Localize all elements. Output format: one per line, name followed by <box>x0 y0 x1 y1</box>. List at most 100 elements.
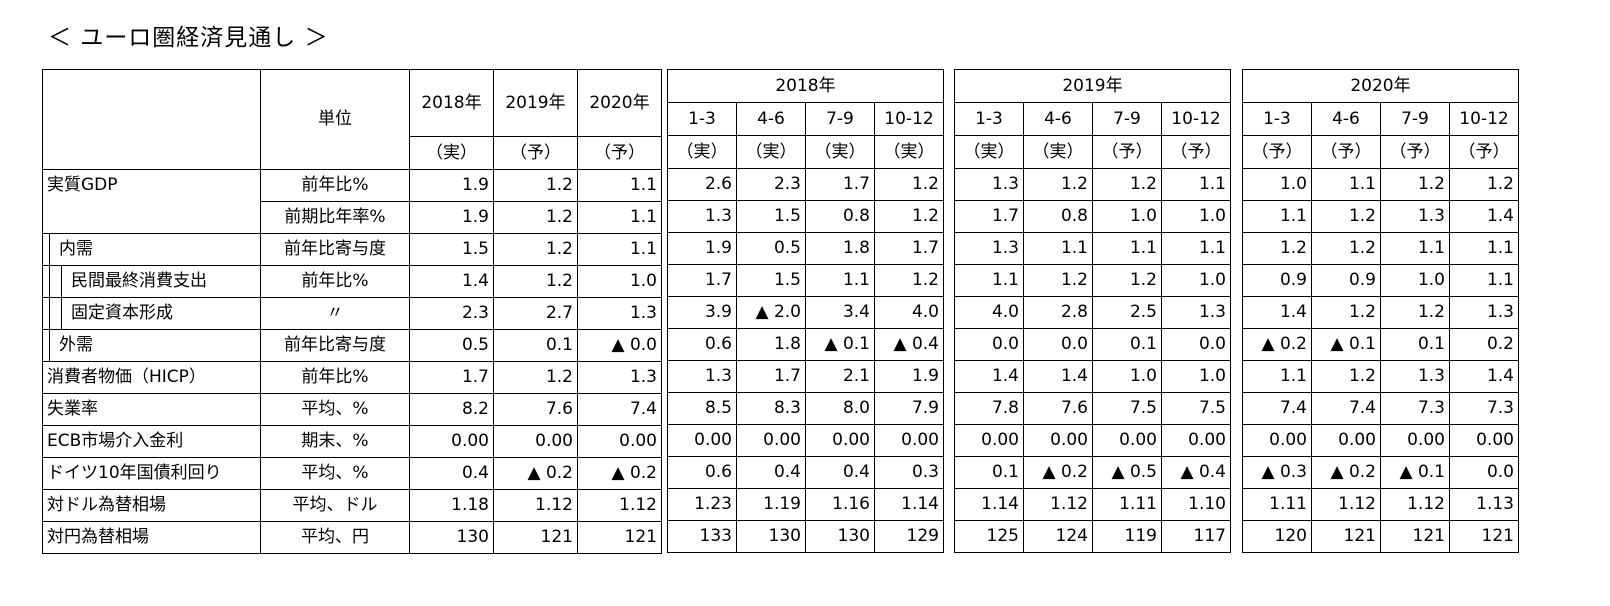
annual-value-cell: 121 <box>493 521 578 554</box>
annual-value-cell: 1.12 <box>493 489 578 522</box>
quarter-value-cell: 0.00 <box>667 424 737 457</box>
quarter-value-cell: 0.9 <box>1242 264 1312 297</box>
table-row: 3.9 ▲ 2.0 3.4 4.0 <box>667 296 944 329</box>
quarter-value-cell: 1.1 <box>1449 264 1519 297</box>
table-row: 0.9 0.9 1.0 1.1 <box>1242 264 1519 297</box>
annual-value-cell: 0.00 <box>409 425 494 458</box>
quarter-value-cell: 1.0 <box>1161 360 1231 393</box>
quarter-value-cell: 0.00 <box>1092 424 1162 457</box>
quarter-value-cell: 1.4 <box>1449 200 1519 233</box>
quarter-value-cell: 130 <box>736 520 806 553</box>
annual-value-cell: 1.18 <box>409 489 494 522</box>
quarter-value-cell: 1.3 <box>1380 200 1450 233</box>
table-row: 実質GDP 前年比% 1.9 1.2 1.1 <box>42 169 662 202</box>
annual-value-cell: ▲ 0.2 <box>577 457 662 490</box>
quarter-value-cell: ▲ 0.1 <box>1380 456 1450 489</box>
table-row: 0.00 0.00 0.00 0.00 <box>1242 424 1519 457</box>
quarter-value-cell: ▲ 0.1 <box>805 328 875 361</box>
quarter-value-cell: ▲ 0.4 <box>1161 456 1231 489</box>
quarter-value-cell: 7.3 <box>1449 392 1519 425</box>
quarter-year-header: 2018年 <box>667 69 944 103</box>
annual-status-header: （予） <box>493 136 578 170</box>
quarter-value-cell: 1.12 <box>1311 488 1381 521</box>
row-unit: 〃 <box>260 297 410 330</box>
quarter-value-cell: 133 <box>667 520 737 553</box>
quarter-value-cell: 1.1 <box>1380 232 1450 265</box>
quarter-value-cell: 1.4 <box>1023 360 1093 393</box>
quarter-value-cell: 0.00 <box>954 424 1024 457</box>
table-row: 0.6 0.4 0.4 0.3 <box>667 456 944 489</box>
row-unit: 平均、円 <box>260 521 410 554</box>
quarter-value-cell: 8.3 <box>736 392 806 425</box>
quarter-value-cell: 0.00 <box>1449 424 1519 457</box>
quarter-value-cell: ▲ 0.2 <box>1242 328 1312 361</box>
quarter-status-row: （実） （実） （実） （実） <box>667 135 944 169</box>
quarter-value-cell: 0.9 <box>1311 264 1381 297</box>
quarter-value-cell: 1.0 <box>1161 200 1231 233</box>
quarter-value-cell: 121 <box>1449 520 1519 553</box>
table-row: 固定資本形成〃 2.3 2.7 1.3 <box>42 297 662 330</box>
table-row: 対円為替相場 平均、円 130 121 121 <box>42 521 662 554</box>
unit-header: 単位 <box>260 69 410 170</box>
quarter-header: 10-12 <box>874 102 944 136</box>
table-row: ▲ 0.3 ▲ 0.2 ▲ 0.1 0.0 <box>1242 456 1519 489</box>
quarter-value-cell: 0.00 <box>874 424 944 457</box>
quarter-value-cell: 2.1 <box>805 360 875 393</box>
quarter-value-cell: 1.12 <box>1023 488 1093 521</box>
row-unit: 前期比年率% <box>260 201 410 234</box>
row-label: ドイツ10年国債利回り <box>42 457 261 490</box>
quarter-value-cell: 1.1 <box>1023 232 1093 265</box>
quarter-status-header: （予） <box>1449 135 1519 169</box>
annual-value-cell: 0.5 <box>409 329 494 362</box>
annual-value-cell: 1.3 <box>577 361 662 394</box>
quarter-value-cell: 0.4 <box>805 456 875 489</box>
quarter-table-2020: 2020年 1-3 4-6 7-9 10-12 （予） （予） （予） （予） 1.0 1.1 1.2… <box>1242 69 1519 553</box>
quarter-label-row: 1-3 4-6 7-9 10-12 <box>1242 102 1519 136</box>
quarter-value-cell: 1.2 <box>1092 168 1162 201</box>
quarter-value-cell: 0.00 <box>1023 424 1093 457</box>
quarter-value-cell: 1.5 <box>736 200 806 233</box>
quarter-label-row: 1-3 4-6 7-9 10-12 <box>954 102 1231 136</box>
table-row: 7.8 7.6 7.5 7.5 <box>954 392 1231 425</box>
header-blank-cell <box>42 69 261 170</box>
quarter-value-cell: 125 <box>954 520 1024 553</box>
table-row: 7.4 7.4 7.3 7.3 <box>1242 392 1519 425</box>
quarter-value-cell: 1.3 <box>954 168 1024 201</box>
row-label: 実質GDP <box>42 169 261 202</box>
quarter-value-cell: 1.3 <box>954 232 1024 265</box>
quarter-value-cell: 1.7 <box>874 232 944 265</box>
row-label: 失業率 <box>42 393 261 426</box>
annual-value-cell: ▲ 0.2 <box>493 457 578 490</box>
quarter-year-row: 2019年 <box>954 69 1231 103</box>
annual-value-cell: 2.7 <box>493 297 578 330</box>
quarter-value-cell: 1.4 <box>954 360 1024 393</box>
annual-value-cell: 8.2 <box>409 393 494 426</box>
row-label: 外需 <box>42 329 261 362</box>
annual-value-cell: 0.00 <box>577 425 662 458</box>
row-label <box>42 201 261 234</box>
quarter-value-cell: 1.3 <box>667 360 737 393</box>
quarter-value-cell: 1.0 <box>1380 264 1450 297</box>
table-row: 0.00 0.00 0.00 0.00 <box>667 424 944 457</box>
page-title: ＜ ユーロ圏経済見通し ＞ <box>48 25 329 51</box>
quarter-label-row: 1-3 4-6 7-9 10-12 <box>667 102 944 136</box>
annual-value-cell: 1.4 <box>409 265 494 298</box>
quarter-value-cell: 117 <box>1161 520 1231 553</box>
quarter-value-cell: 0.3 <box>874 456 944 489</box>
quarter-value-cell: 2.3 <box>736 168 806 201</box>
quarter-header: 4-6 <box>1023 102 1093 136</box>
quarter-header: 10-12 <box>1449 102 1519 136</box>
quarter-status-header: （予） <box>1161 135 1231 169</box>
quarter-value-cell: 1.1 <box>1161 232 1231 265</box>
quarter-value-cell: 1.2 <box>874 264 944 297</box>
quarter-value-cell: 0.1 <box>1380 328 1450 361</box>
row-unit: 前年比% <box>260 265 410 298</box>
quarter-value-cell: 1.7 <box>667 264 737 297</box>
quarter-status-header: （実） <box>874 135 944 169</box>
annual-value-cell: 1.1 <box>577 233 662 266</box>
quarter-value-cell: 2.6 <box>667 168 737 201</box>
quarter-value-cell: 0.00 <box>736 424 806 457</box>
annual-value-cell: 1.7 <box>409 361 494 394</box>
quarter-value-cell: ▲ 0.2 <box>1023 456 1093 489</box>
quarter-header: 7-9 <box>1092 102 1162 136</box>
